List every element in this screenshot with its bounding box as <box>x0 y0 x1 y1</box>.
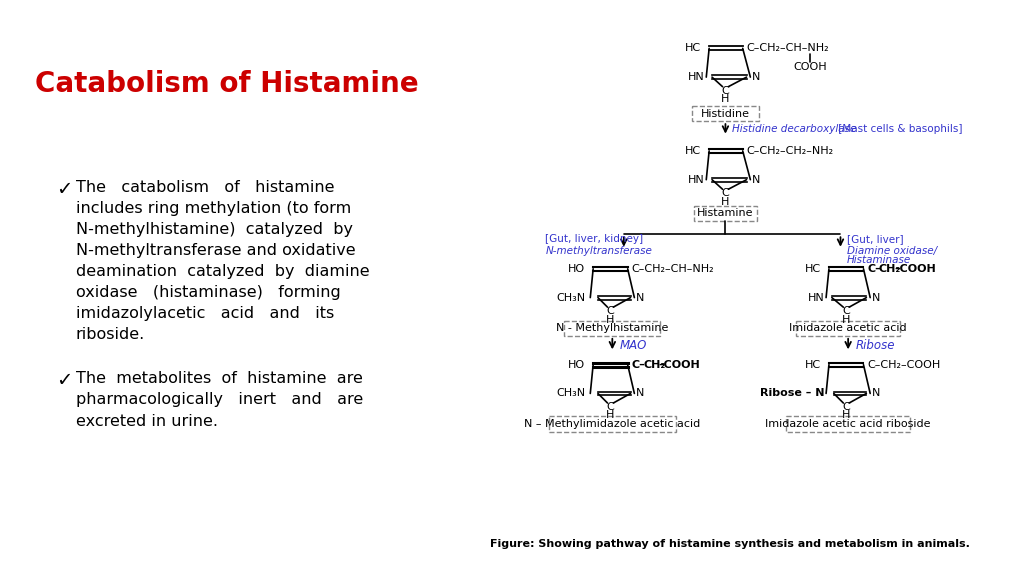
Text: N-methyltransferase and oxidative: N-methyltransferase and oxidative <box>76 243 355 258</box>
Text: C: C <box>606 402 614 412</box>
Text: HN: HN <box>687 175 705 185</box>
Text: CH₂: CH₂ <box>643 359 666 370</box>
Text: N - Methylhistamine: N - Methylhistamine <box>556 323 669 334</box>
Text: Figure: Showing pathway of histamine synthesis and metabolism in animals.: Figure: Showing pathway of histamine syn… <box>490 539 970 549</box>
Text: C–CH₂–COOH: C–CH₂–COOH <box>867 359 941 370</box>
Text: HC: HC <box>805 264 821 274</box>
Text: C–CH₂–CH–NH₂: C–CH₂–CH–NH₂ <box>632 264 714 274</box>
Text: C–: C– <box>867 264 881 274</box>
Text: ✓: ✓ <box>56 180 73 199</box>
Text: imidazolylacetic   acid   and   its: imidazolylacetic acid and its <box>76 306 334 321</box>
Text: N – Methylimidazole acetic acid: N – Methylimidazole acetic acid <box>524 419 700 429</box>
Text: Imidazole acetic acid: Imidazole acetic acid <box>790 323 907 334</box>
Text: C–CH₂–CH–NH₂: C–CH₂–CH–NH₂ <box>746 43 829 54</box>
Text: deamination  catalyzed  by  diamine: deamination catalyzed by diamine <box>76 264 369 279</box>
Text: Histamine: Histamine <box>697 209 754 218</box>
Text: HN: HN <box>687 72 705 82</box>
Text: pharmacologically   inert   and   are: pharmacologically inert and are <box>76 392 362 407</box>
Text: Histidine decarboxylase: Histidine decarboxylase <box>732 124 856 134</box>
FancyBboxPatch shape <box>549 416 676 432</box>
Text: includes ring methylation (to form: includes ring methylation (to form <box>76 201 351 216</box>
Text: [Mast cells & basophils]: [Mast cells & basophils] <box>835 124 963 134</box>
Text: H: H <box>721 94 730 104</box>
Text: ✓: ✓ <box>56 372 73 391</box>
Text: C: C <box>843 306 850 316</box>
Text: HN: HN <box>808 293 824 302</box>
FancyBboxPatch shape <box>692 106 759 121</box>
Text: HC: HC <box>685 43 701 54</box>
Text: MAO: MAO <box>620 339 647 352</box>
Text: –COOH: –COOH <box>658 359 700 370</box>
Text: The   catabolism   of   histamine: The catabolism of histamine <box>76 180 334 195</box>
Text: Diamine oxidase/: Diamine oxidase/ <box>847 245 937 256</box>
Text: Histidine: Histidine <box>701 108 750 119</box>
Text: CH₂: CH₂ <box>879 264 901 274</box>
Text: [Gut, liver, kidney]: [Gut, liver, kidney] <box>545 234 643 244</box>
Text: Catabolism of Histamine: Catabolism of Histamine <box>35 70 419 98</box>
Text: N: N <box>753 72 761 82</box>
Text: HO: HO <box>568 264 586 274</box>
Text: C–CH₂–CH₂–NH₂: C–CH₂–CH₂–NH₂ <box>746 146 834 156</box>
Text: H: H <box>842 314 850 325</box>
Text: C: C <box>606 306 614 316</box>
Text: oxidase   (histaminase)   forming: oxidase (histaminase) forming <box>76 285 340 300</box>
Text: N: N <box>872 293 881 302</box>
Text: HC: HC <box>685 146 701 156</box>
Text: The  metabolites  of  histamine  are: The metabolites of histamine are <box>76 372 362 386</box>
Text: –COOH: –COOH <box>894 264 936 274</box>
Text: C–: C– <box>632 359 645 370</box>
Text: N: N <box>636 388 645 399</box>
Text: excreted in urine.: excreted in urine. <box>76 414 217 429</box>
Text: N: N <box>753 175 761 185</box>
Text: N: N <box>872 388 881 399</box>
Text: H: H <box>606 411 614 420</box>
Text: riboside.: riboside. <box>76 327 144 342</box>
Text: N-methyltransferase: N-methyltransferase <box>545 245 652 256</box>
Text: C: C <box>722 188 729 198</box>
FancyBboxPatch shape <box>797 321 900 336</box>
Text: COOH: COOH <box>793 62 826 72</box>
Text: C: C <box>722 85 729 96</box>
Text: CH₃N: CH₃N <box>556 293 586 302</box>
Text: Ribose – N: Ribose – N <box>760 388 824 399</box>
Text: H: H <box>721 197 730 207</box>
Text: H: H <box>606 314 614 325</box>
Text: H: H <box>842 411 850 420</box>
Text: HO: HO <box>568 359 586 370</box>
Text: Histaminase: Histaminase <box>847 255 911 265</box>
Text: [Gut, liver]: [Gut, liver] <box>847 234 904 244</box>
Text: N-methylhistamine)  catalyzed  by: N-methylhistamine) catalyzed by <box>76 222 352 237</box>
Text: C: C <box>843 402 850 412</box>
FancyBboxPatch shape <box>564 321 660 336</box>
FancyBboxPatch shape <box>694 206 757 221</box>
Text: HC: HC <box>805 359 821 370</box>
Text: N: N <box>636 293 645 302</box>
Text: CH₃N: CH₃N <box>556 388 586 399</box>
Text: Ribose: Ribose <box>856 339 895 352</box>
FancyBboxPatch shape <box>785 416 910 432</box>
Text: Imidazole acetic acid riboside: Imidazole acetic acid riboside <box>765 419 931 429</box>
